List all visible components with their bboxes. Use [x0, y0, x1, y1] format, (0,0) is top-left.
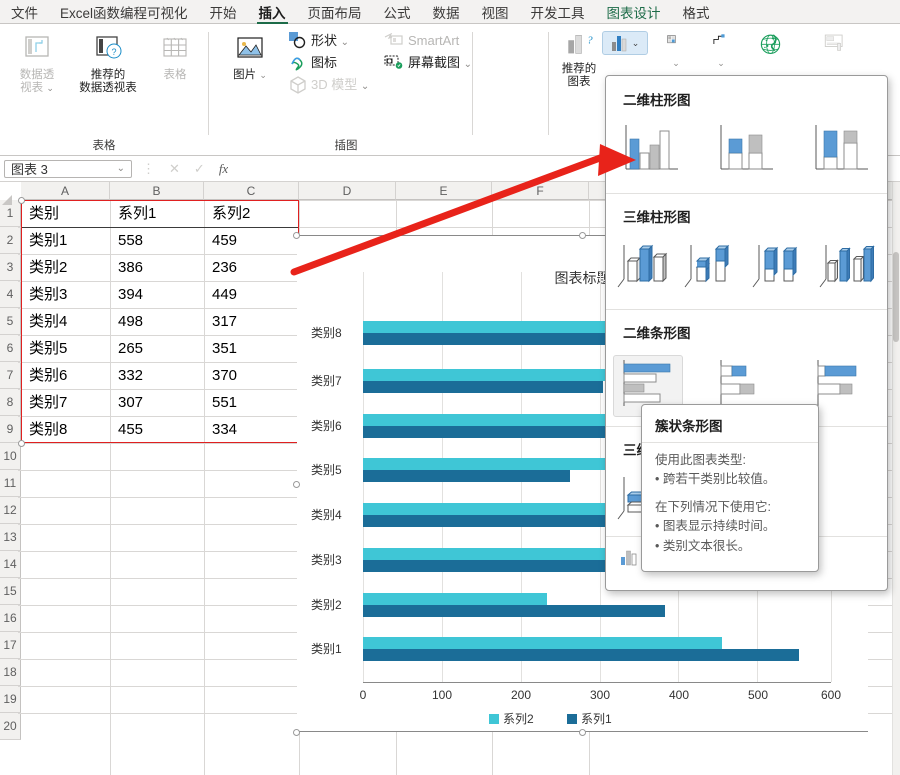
svg-text:?: ?	[587, 35, 593, 47]
svg-text:?: ?	[111, 47, 116, 57]
